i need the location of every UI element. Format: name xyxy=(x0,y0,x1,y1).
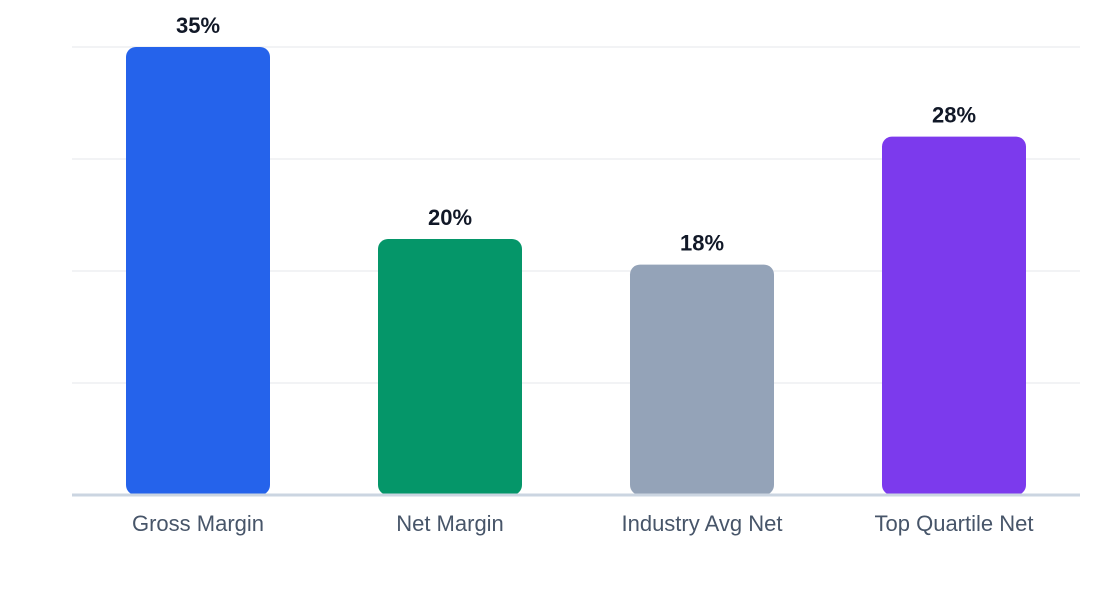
category-label: Net Margin xyxy=(396,511,504,536)
bar-top-quartile-net xyxy=(882,136,1026,495)
bar-net-margin xyxy=(378,239,522,495)
bar-industry-avg-net xyxy=(630,264,774,495)
bar-value-label: 18% xyxy=(680,231,724,256)
bar-value-label: 35% xyxy=(176,13,220,38)
category-labels: Gross Margin Net Margin Industry Avg Net To… xyxy=(132,511,1034,536)
bars xyxy=(126,47,1026,495)
bar-gross-margin xyxy=(126,47,270,495)
category-label: Top Quartile Net xyxy=(875,511,1034,536)
category-label: Industry Avg Net xyxy=(621,511,782,536)
bar-value-labels: 35% 20% 18% 28% xyxy=(176,13,976,256)
category-label: Gross Margin xyxy=(132,511,264,536)
bar-value-label: 20% xyxy=(428,205,472,230)
bar-value-label: 28% xyxy=(932,103,976,128)
